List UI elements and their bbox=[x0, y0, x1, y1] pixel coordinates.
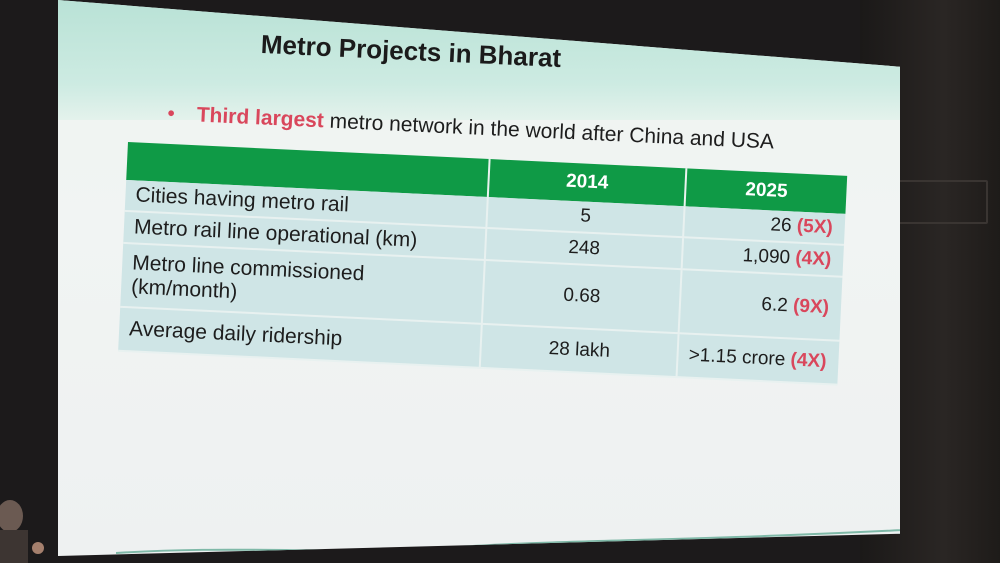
value-2014: 28 lakh bbox=[479, 323, 679, 378]
value-2014: 0.68 bbox=[482, 259, 682, 334]
value-2025-number: 1,090 bbox=[742, 245, 791, 269]
growth-multiplier: (5X) bbox=[796, 215, 834, 239]
growth-multiplier: (4X) bbox=[794, 247, 832, 271]
growth-multiplier: (4X) bbox=[790, 349, 827, 373]
value-2025-number: 6.2 bbox=[760, 294, 789, 317]
presenter-silhouette bbox=[0, 500, 44, 563]
value-2025-number: >1.15 crore bbox=[688, 344, 786, 371]
value-2025-number: 26 bbox=[769, 214, 793, 237]
value-2025: >1.15 crore (4X) bbox=[676, 333, 840, 385]
bullet-highlight: Third largest bbox=[196, 103, 325, 133]
bullet-dot-icon: • bbox=[166, 102, 176, 126]
growth-multiplier: (9X) bbox=[792, 295, 830, 319]
metro-stats-table: 2014 2025 Cities having metro rail 5 26 … bbox=[118, 142, 848, 386]
wall-panel bbox=[894, 180, 988, 224]
value-2025: 6.2 (9X) bbox=[678, 269, 843, 341]
decorative-wave bbox=[116, 526, 900, 556]
